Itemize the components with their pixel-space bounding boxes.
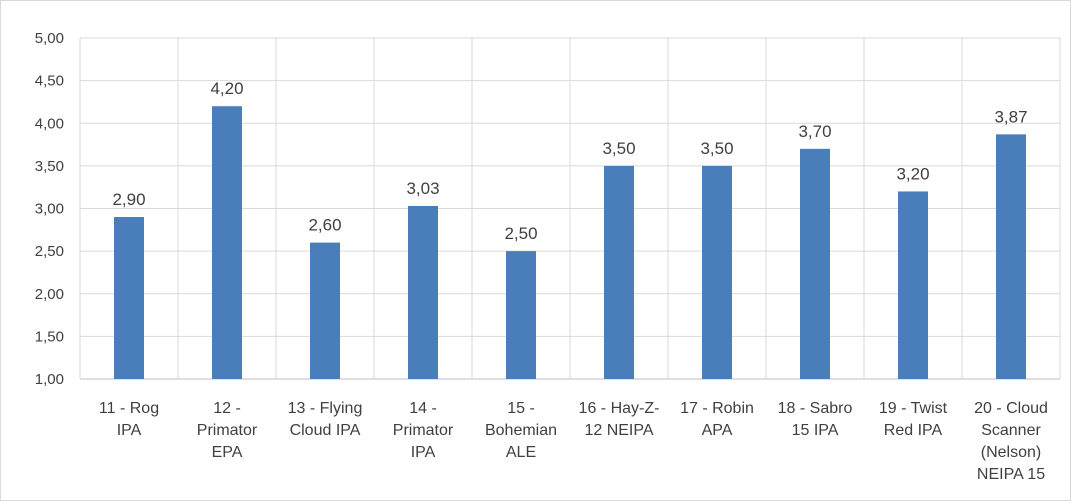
x-category-label: 11 - Rog IPA: [99, 400, 159, 439]
data-label: 4,20: [210, 79, 243, 98]
x-category-label: 13 - Flying Cloud IPA: [288, 400, 363, 439]
x-category-label: 20 - Cloud Scanner (Nelson) NEIPA 15: [974, 400, 1048, 483]
y-tick-label: 3,00: [35, 201, 64, 218]
y-tick-label: 4,50: [35, 73, 64, 90]
y-tick-label: 1,50: [35, 328, 64, 345]
y-tick-label: 4,00: [35, 115, 64, 132]
y-tick-label: 2,00: [35, 286, 64, 303]
x-category-label: 18 - Sabro 15 IPA: [778, 400, 853, 439]
x-category-label: 15 -Bohemian ALE: [485, 400, 557, 461]
x-category-label: 16 - Hay-Z-12 NEIPA: [579, 400, 660, 439]
bar: [310, 242, 340, 379]
data-label: 3,03: [406, 179, 439, 198]
data-label: 2,90: [112, 190, 145, 209]
y-tick-label: 2,50: [35, 243, 64, 260]
bar: [114, 217, 144, 379]
y-tick-label: 3,50: [35, 158, 64, 175]
bar: [604, 165, 634, 379]
bar: [212, 106, 242, 379]
bar: [996, 134, 1026, 379]
data-label: 3,50: [700, 139, 733, 158]
data-label: 3,87: [994, 107, 1027, 126]
bar: [408, 205, 438, 379]
bar: [800, 148, 830, 379]
x-category-label: 14 -Primator IPA: [393, 400, 454, 461]
bar: [898, 191, 928, 379]
data-label: 3,50: [602, 139, 635, 158]
bar: [702, 165, 732, 379]
x-category-label: 12 -Primator EPA: [197, 400, 258, 461]
x-category-label: 19 - Twist Red IPA: [879, 400, 948, 439]
y-tick-label: 1,00: [35, 371, 64, 388]
bar: [506, 251, 536, 379]
y-tick-label: 5,00: [35, 30, 64, 47]
data-label: 3,20: [896, 164, 929, 183]
x-category-label: 17 - Robin APA: [680, 400, 754, 439]
data-label: 3,70: [798, 122, 831, 141]
data-label: 2,60: [308, 216, 341, 235]
data-label: 2,50: [504, 224, 537, 243]
